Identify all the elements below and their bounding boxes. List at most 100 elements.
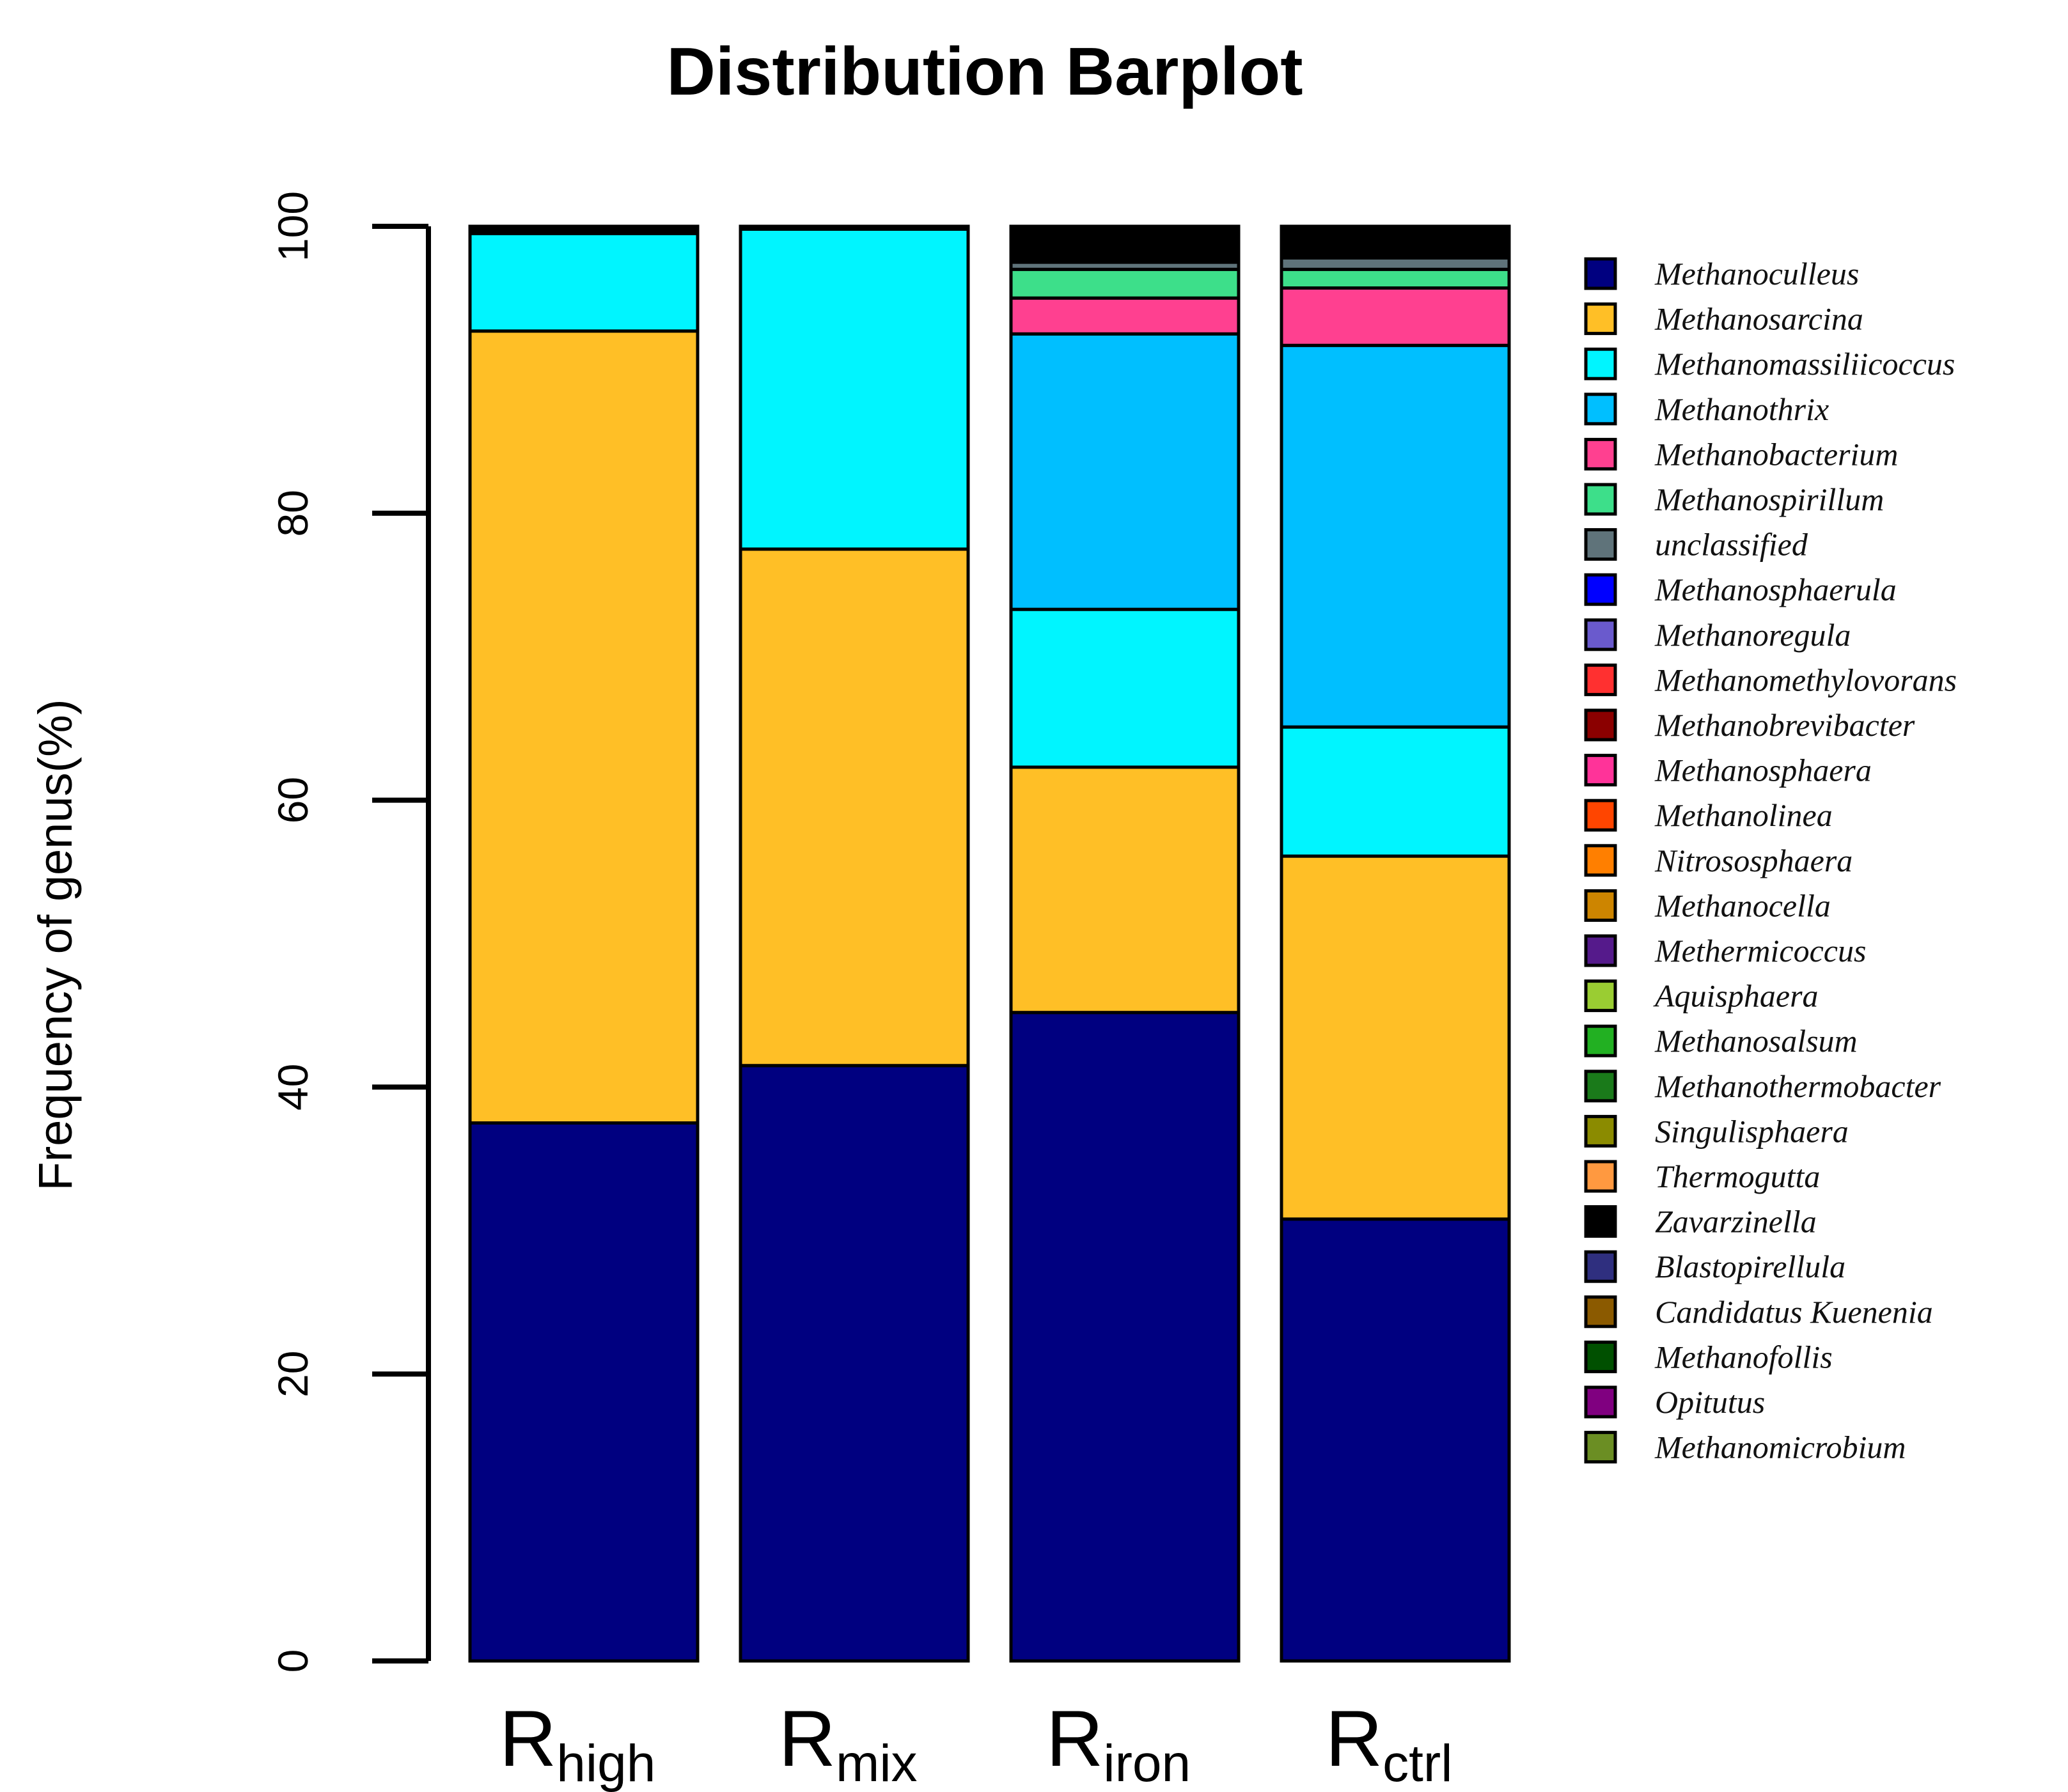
x-tick-label-ctrl: Rctrl — [1326, 1695, 1453, 1792]
legend-label: Methanosphaera — [1654, 752, 1872, 788]
legend-label: Methanoculleus — [1654, 256, 1859, 292]
bar-segment-high-methanoculleus — [468, 1121, 700, 1663]
bar-segment-iron-methanosarcina — [1009, 765, 1241, 1015]
bar-segment-mix-zavarzinella — [739, 224, 970, 231]
bar-segment-ctrl-zavarzinella — [1280, 224, 1511, 260]
bar-stack-mix — [739, 224, 970, 1663]
legend-item: unclassified — [1584, 527, 1808, 563]
bar-segment-high-zavarzinella — [468, 224, 700, 235]
legend-label: Methanofollis — [1654, 1339, 1833, 1375]
legend-label: Candidatus Kuenenia — [1655, 1294, 1933, 1330]
x-axis-labels: Rhigh Rmix Riron Rctrl — [499, 1695, 1453, 1792]
legend-swatch — [1584, 618, 1617, 651]
legend-item: Thermogutta — [1584, 1158, 1820, 1194]
legend-label: Methanosarcina — [1654, 301, 1863, 337]
bar-segment-mix-methanoculleus — [739, 1064, 970, 1663]
legend-item: Methanobrevibacter — [1584, 707, 1915, 743]
legend-item: Methanobacterium — [1584, 436, 1898, 472]
x-tick-label-mix: Rmix — [778, 1695, 917, 1792]
legend-swatch — [1584, 799, 1617, 832]
legend-item: Methanolinea — [1584, 797, 1833, 833]
legend-swatch — [1584, 1114, 1617, 1148]
x-tick-subscript: high — [556, 1734, 655, 1792]
bar-segment-iron-methanobacterium — [1009, 296, 1241, 336]
legend-label: Methanothrix — [1654, 391, 1829, 427]
legend-item: Candidatus Kuenenia — [1584, 1294, 1933, 1330]
legend-label: Methanomassiliicoccus — [1654, 346, 1955, 382]
legend-item: Methanosalsum — [1584, 1023, 1858, 1059]
legend-swatch — [1584, 1340, 1617, 1373]
legend-swatch — [1584, 1070, 1617, 1103]
legend-label: Methanoregula — [1654, 617, 1851, 653]
y-axis-label: Frequency of genus(%) — [29, 699, 82, 1190]
y-tick-label: 100 — [269, 191, 317, 261]
bar-stack-ctrl — [1280, 224, 1511, 1663]
legend-label: Aquisphaera — [1653, 978, 1819, 1014]
legend-item: Methanocella — [1584, 887, 1831, 923]
bar-segment-ctrl-methanoculleus — [1280, 1217, 1511, 1663]
legend-item: Methermicoccus — [1584, 933, 1866, 969]
legend-item: Methanosarcina — [1584, 301, 1863, 337]
legend-item: Methanoregula — [1584, 617, 1851, 653]
legend-label: Methanosphaerula — [1654, 572, 1897, 607]
legend-label: Singulisphaera — [1655, 1113, 1849, 1149]
legend-swatch — [1584, 1160, 1617, 1193]
legend-item: Blastopirellula — [1584, 1249, 1845, 1284]
bar-segment-iron-methanospirillum — [1009, 267, 1241, 300]
legend-item: Methanothermobacter — [1584, 1068, 1941, 1104]
legend-item: Methanosphaera — [1584, 752, 1872, 788]
legend-swatch — [1584, 754, 1617, 787]
legend-label: Methanothermobacter — [1654, 1068, 1941, 1104]
legend-item: Methanosphaerula — [1584, 572, 1897, 607]
bar-segment-ctrl-methanospirillum — [1280, 267, 1511, 290]
legend-label: Methanobrevibacter — [1654, 707, 1915, 743]
y-axis: 0 20 40 60 80 100 — [269, 191, 431, 1673]
x-tick-label-iron: Riron — [1046, 1695, 1191, 1792]
legend-swatch — [1584, 708, 1617, 742]
bar-segment-iron-methanomassiliicoccus — [1009, 607, 1241, 769]
legend-item: Aquisphaera — [1584, 978, 1819, 1014]
bar-segment-mix-methanosarcina — [739, 547, 970, 1068]
legend-swatch — [1584, 663, 1617, 696]
bar-segment-ctrl-methanothrix — [1280, 343, 1511, 729]
legend-label: Thermogutta — [1655, 1158, 1820, 1194]
legend-swatch — [1584, 257, 1617, 290]
legend-item: Singulisphaera — [1584, 1113, 1849, 1149]
legend-swatch — [1584, 1431, 1617, 1464]
legend-label: Methanosalsum — [1654, 1023, 1858, 1059]
legend-label: Methanospirillum — [1654, 481, 1884, 517]
x-tick-subscript: iron — [1103, 1734, 1191, 1792]
legend-label: Methanomethylovorans — [1654, 662, 1957, 697]
x-tick-label-high: Rhigh — [499, 1695, 656, 1792]
legend-swatch — [1584, 573, 1617, 606]
legend-item: Methanomicrobium — [1584, 1430, 1906, 1465]
x-tick-main: R — [499, 1695, 557, 1783]
bar-segment-high-methanomassiliicoccus — [468, 231, 700, 333]
legend-swatch — [1584, 979, 1617, 1013]
legend-item: Methanomethylovorans — [1584, 662, 1957, 697]
legend-swatch — [1584, 889, 1617, 922]
legend-swatch — [1584, 1024, 1617, 1057]
legend-item: Methanomassiliicoccus — [1584, 346, 1955, 382]
legend-swatch — [1584, 528, 1617, 561]
legend-item: Methanospirillum — [1584, 481, 1884, 517]
legend-swatch — [1584, 934, 1617, 967]
chart-title: Distribution Barplot — [666, 34, 1303, 109]
legend-swatch — [1584, 844, 1617, 877]
y-tick-label: 40 — [269, 1064, 317, 1110]
legend-label: Blastopirellula — [1655, 1249, 1845, 1284]
legend-item: Opitutus — [1584, 1384, 1765, 1420]
y-tick-label: 60 — [269, 777, 317, 823]
legend-swatch — [1584, 1295, 1617, 1328]
legend-swatch — [1584, 393, 1617, 426]
stacked-bars — [468, 224, 1511, 1663]
x-tick-main: R — [1326, 1695, 1383, 1783]
y-tick-label: 0 — [269, 1649, 317, 1673]
x-tick-main: R — [1046, 1695, 1104, 1783]
legend-label: Zavarzinella — [1655, 1204, 1817, 1240]
legend-label: Methanobacterium — [1654, 436, 1898, 472]
legend-swatch — [1584, 1385, 1617, 1419]
legend-label: Nitrososphaera — [1654, 843, 1853, 878]
bar-segment-iron-methanoculleus — [1009, 1011, 1241, 1663]
